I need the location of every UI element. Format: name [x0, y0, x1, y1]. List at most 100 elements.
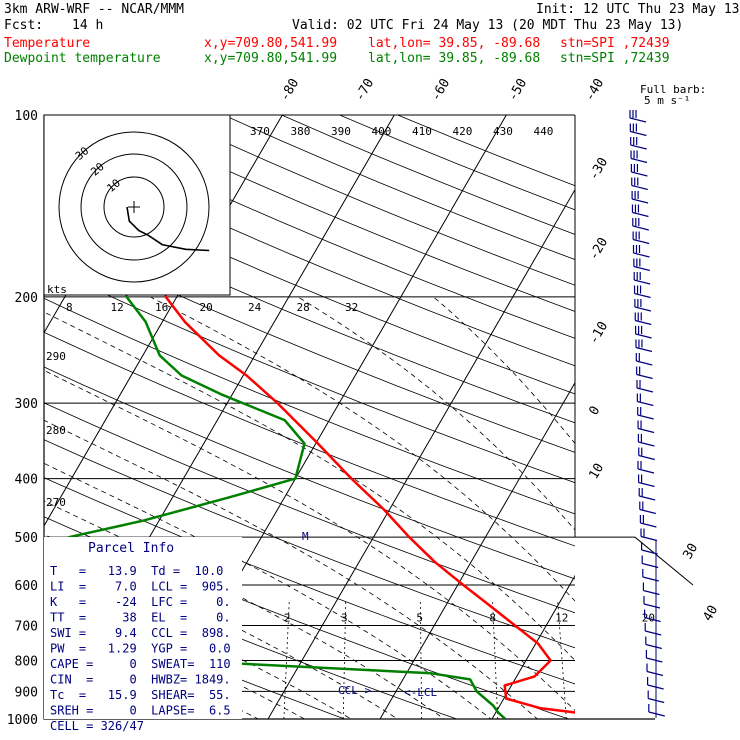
pressure-tick-label: 100 [15, 109, 38, 124]
wind-barb [631, 191, 649, 204]
top-isotherm-label: -60 [428, 76, 453, 104]
parcel-info-row: TT = 38 EL = 0. [50, 611, 231, 625]
wind-barb [629, 123, 647, 137]
wind-barb [637, 461, 655, 474]
parcel-info-row: SWI = 9.4 CCL = 898. [50, 626, 231, 640]
wind-barb [630, 150, 648, 164]
isotherm [709, 87, 740, 731]
parcel-info-row: CELL = 326/47 [50, 719, 144, 733]
wind-barb [634, 312, 652, 326]
moist-adiabat [44, 369, 575, 711]
moist-adiabat [44, 311, 575, 661]
moist-adiabat [44, 419, 539, 719]
dry-adiabat [44, 477, 575, 685]
parcel-scale-tick: 32 [345, 301, 358, 314]
dry-adiabat [44, 140, 575, 367]
isotherm [267, 188, 575, 719]
parcel-scale-tick: 16 [155, 301, 168, 314]
theta-e-label: 380 [291, 125, 311, 138]
top-isotherm-label: -70 [352, 76, 377, 104]
parcel-info-row: SREH = 0 LAPSE= 6.5 [50, 704, 231, 718]
dry-adiabat [44, 201, 575, 424]
top-isotherm-label: -40 [582, 76, 607, 104]
legend-dewpoint-xy: x,y=709.80,541.99 [204, 51, 338, 66]
wind-barb [632, 218, 649, 231]
parcel-scale-tick: 28 [297, 301, 310, 314]
dry-adiabat [44, 402, 575, 614]
pressure-tick-label: 1000 [7, 713, 38, 728]
legend-temperature-xy: x,y=709.80,541.99 [204, 36, 338, 51]
wind-barb [643, 596, 661, 609]
parcel-scale-tick: 8 [66, 301, 73, 314]
dry-adiabat [44, 297, 575, 515]
parcel-info-row: K = -24 LFC = 0. [50, 595, 231, 609]
wind-barb [633, 285, 651, 299]
theta-label: 290 [46, 350, 66, 363]
wind-barb [634, 326, 652, 339]
pressure-tick-label: 900 [15, 685, 38, 700]
parcel-info-row: CAPE = 0 SWEAT= 110 [50, 657, 231, 671]
forecast-label: Fcst: [4, 18, 44, 33]
forecast-hour: 14 h [72, 18, 104, 33]
mixing-ratio-label: 3 [341, 611, 348, 624]
theta-e-label: 440 [534, 125, 554, 138]
wind-barb [644, 623, 662, 636]
wind-barb [630, 137, 647, 150]
wind-barb [648, 704, 665, 717]
isotherm [44, 115, 283, 527]
side-isotherm-label: 40 [700, 603, 721, 624]
parcel-info-row: T = 13.9 Td = 10.0 [50, 564, 223, 578]
parcel-info-row: LI = 7.0 LCL = 905. [50, 580, 231, 594]
wind-barb-title: Full barb: [640, 83, 706, 96]
model-title: 3km ARW-WRF -- NCAR/MMM [4, 2, 185, 17]
mixing-ratio-label: 2 [284, 611, 291, 624]
parcel-info-row: PW = 1.29 YGP = 0.0 [50, 642, 231, 656]
theta-e-label: 400 [372, 125, 392, 138]
theta-e-label: 390 [331, 125, 351, 138]
dry-adiabat [44, 331, 575, 547]
pressure-tick-label: 800 [15, 654, 38, 669]
theta-label: 280 [46, 424, 66, 437]
pressure-tick-label: 400 [15, 473, 38, 488]
wind-barb [643, 609, 661, 623]
dry-adiabat [44, 232, 575, 453]
parcel-scale-tick: 12 [111, 301, 124, 314]
theta-label: 270 [46, 496, 66, 509]
wind-barb [639, 501, 656, 515]
dry-adiabat [222, 115, 575, 260]
pressure-tick-label: 600 [15, 579, 38, 594]
init-time: Init: 12 UTC Thu 23 May 13 [536, 2, 740, 17]
hodograph-ring [103, 176, 165, 238]
mixing-ratio-label: 5 [416, 611, 423, 624]
theta-e-label: 410 [412, 125, 432, 138]
wind-barb [631, 177, 648, 191]
wind-barb [645, 650, 663, 663]
parcel-info-row: CIN = 0 HWBZ= 1849. [50, 673, 231, 687]
wind-barb [632, 245, 650, 258]
legend-temperature-name: Temperature [4, 36, 91, 51]
wind-barb [639, 515, 657, 528]
wind-barb [636, 366, 653, 380]
hodograph-ring [58, 131, 210, 283]
wind-barb [640, 528, 658, 542]
wind-barb [637, 420, 655, 434]
pressure-tick-label: 200 [15, 291, 38, 306]
mixing-ratio-label: 8 [489, 611, 496, 624]
hodograph-trace [126, 206, 210, 252]
wind-barb [632, 231, 650, 245]
legend-temperature-latlon: lat,lon= 39.85, -89.68 [368, 36, 541, 51]
ccl-label: CCL > [338, 684, 371, 697]
theta-e-label: 430 [493, 125, 513, 138]
top-isotherm-label: -80 [277, 76, 302, 104]
wind-barb [646, 663, 664, 677]
wind-barb [633, 272, 651, 285]
wind-barb [630, 164, 648, 177]
moist-adiabat [44, 563, 352, 719]
parcel-scale-tick: 24 [248, 301, 262, 314]
theta-e-label: 420 [453, 125, 473, 138]
dry-adiabat [44, 170, 575, 395]
legend-dewpoint-latlon: lat,lon= 39.85, -89.68 [368, 51, 541, 66]
wind-barb [637, 434, 655, 447]
wind-barb [640, 542, 658, 555]
